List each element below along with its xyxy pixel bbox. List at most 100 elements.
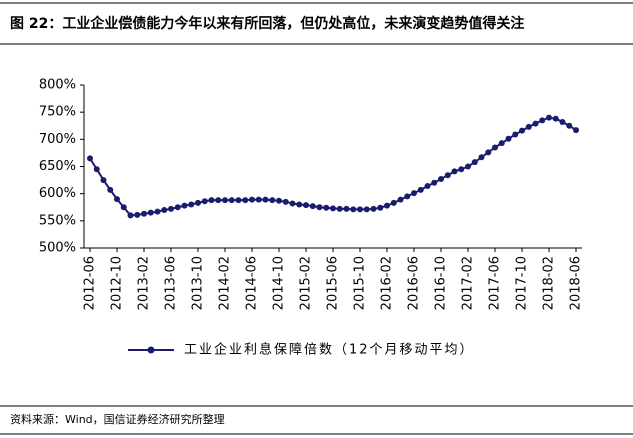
point	[573, 127, 579, 134]
point	[411, 190, 417, 197]
point	[249, 196, 255, 203]
x-tick-label: 2012-10	[110, 256, 125, 310]
x-tick-label: 2013-10	[191, 256, 206, 310]
point	[384, 202, 390, 209]
point	[93, 166, 100, 173]
point	[471, 159, 478, 166]
point	[417, 186, 424, 193]
point	[228, 197, 235, 204]
point	[539, 117, 546, 124]
y-tick-label: 500%	[39, 241, 76, 256]
point	[485, 149, 492, 156]
point	[525, 123, 532, 130]
point	[120, 204, 127, 211]
point	[269, 197, 276, 204]
point	[303, 202, 309, 209]
y-tick-label: 550%	[39, 213, 76, 228]
x-tick-label: 2017-10	[515, 256, 530, 310]
y-tick-label: 800%	[39, 78, 76, 93]
point	[195, 199, 201, 206]
point	[208, 197, 215, 204]
point	[154, 208, 161, 215]
point	[330, 205, 336, 212]
x-tick-label: 2016-02	[380, 256, 395, 310]
point	[289, 200, 296, 207]
x-tick-label: 2014-06	[245, 256, 260, 310]
point	[370, 205, 377, 212]
legend-label: 工业企业利息保障倍数（12个月移动平均）	[184, 342, 475, 358]
point	[458, 166, 465, 173]
point	[397, 196, 404, 203]
point	[201, 198, 208, 205]
point	[404, 193, 411, 200]
point	[222, 197, 228, 204]
point	[309, 203, 316, 210]
point	[181, 202, 188, 209]
x-tick-label: 2013-02	[137, 256, 152, 310]
y-tick-label: 700%	[39, 132, 76, 147]
point	[215, 197, 222, 204]
point	[336, 205, 343, 212]
point	[377, 204, 384, 211]
point	[546, 114, 552, 121]
point	[424, 183, 431, 190]
point	[451, 168, 458, 175]
x-tick-label: 2015-06	[326, 256, 341, 310]
point	[161, 206, 168, 213]
point	[350, 206, 357, 213]
x-tick-label: 2016-06	[407, 256, 422, 310]
point	[357, 206, 363, 213]
point	[532, 120, 539, 127]
x-tick-label: 2012-06	[83, 256, 98, 310]
x-tick-label: 2013-06	[164, 256, 179, 310]
point	[134, 211, 141, 218]
x-tick-label: 2018-02	[542, 256, 557, 310]
point	[100, 177, 107, 184]
point	[465, 163, 471, 170]
point	[390, 199, 397, 206]
point	[316, 204, 323, 211]
legend-marker	[147, 346, 155, 354]
point	[552, 115, 559, 122]
point	[438, 175, 444, 182]
point	[512, 131, 519, 138]
point	[188, 201, 195, 208]
chart-title: 图 22：工业企业偿债能力今年以来有所回落，但仍处高位，未来演变趋势值得关注	[10, 15, 524, 32]
x-tick-label: 2016-10	[434, 256, 449, 310]
point	[431, 179, 438, 186]
point	[107, 186, 114, 193]
point	[141, 210, 147, 217]
point	[363, 206, 370, 213]
series-line	[89, 116, 577, 217]
point	[127, 212, 134, 219]
x-tick-label: 2017-02	[461, 256, 476, 310]
point	[235, 197, 242, 204]
point	[168, 205, 174, 212]
x-tick-label: 2014-10	[272, 256, 287, 310]
x-tick-label: 2014-02	[218, 256, 233, 310]
x-tick-label: 2015-02	[299, 256, 314, 310]
point	[566, 122, 573, 129]
point	[478, 154, 485, 161]
point	[296, 201, 303, 208]
point	[87, 155, 93, 162]
point	[276, 197, 282, 204]
point	[323, 204, 330, 211]
point	[255, 196, 262, 203]
y-tick-label: 650%	[39, 159, 76, 174]
point	[174, 204, 181, 211]
x-tick-label: 2017-06	[488, 256, 503, 310]
point	[343, 205, 350, 212]
point	[262, 196, 269, 203]
y-tick-label: 750%	[39, 105, 76, 120]
x-tick-label: 2018-06	[569, 256, 584, 310]
point	[498, 140, 505, 147]
point	[492, 144, 498, 151]
source: 资料来源：Wind，国信证券经济研究所整理	[10, 412, 225, 426]
point	[519, 127, 525, 134]
point	[282, 198, 289, 205]
point	[559, 118, 566, 125]
point	[114, 196, 120, 203]
x-tick-label: 2015-10	[353, 256, 368, 310]
